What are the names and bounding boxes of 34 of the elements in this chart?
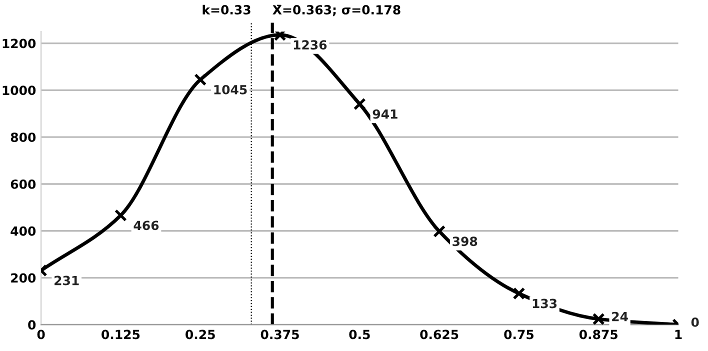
- point: [433, 225, 446, 238]
- point: [114, 209, 127, 222]
- y-tick-label: 600: [10, 179, 36, 189]
- ref-line-label: k=0.33: [202, 4, 250, 15]
- point: [353, 98, 366, 110]
- data-label: 941: [372, 109, 398, 119]
- data-label: 466: [134, 220, 159, 230]
- x-tick-label: 0.625: [420, 330, 458, 340]
- data-label: 1045: [214, 84, 247, 94]
- x-tick-label: 0.25: [186, 330, 215, 340]
- x-tick-label: 0.125: [102, 330, 140, 340]
- x-tick-label: 0.75: [504, 330, 534, 340]
- ref-line-label: X̄=0.363; σ=0.178: [272, 4, 400, 16]
- data-label: 0: [691, 317, 699, 327]
- data-label: 231: [54, 276, 79, 286]
- point: [194, 73, 207, 86]
- x-tick-label: 0: [37, 330, 45, 340]
- x-tick-label: 0.875: [579, 330, 618, 340]
- y-tick-label: 1200: [2, 38, 36, 48]
- point: [274, 32, 286, 42]
- y-tick-label: 400: [10, 226, 36, 236]
- y-tick-label: 800: [10, 132, 36, 142]
- data-label: 398: [452, 236, 478, 246]
- point: [592, 312, 605, 325]
- point: [512, 287, 526, 300]
- x-tick-label: 1: [675, 330, 682, 340]
- y-tick-label: 0: [28, 320, 36, 330]
- x-tick-label: 0.375: [260, 330, 299, 340]
- y-tick-label: 1000: [2, 86, 36, 96]
- y-tick-label: 200: [11, 273, 36, 283]
- data-label: 24: [612, 312, 628, 322]
- data-label: 1236: [294, 40, 327, 50]
- data-label: 133: [532, 298, 557, 308]
- x-tick-label: 0.5: [349, 330, 370, 340]
